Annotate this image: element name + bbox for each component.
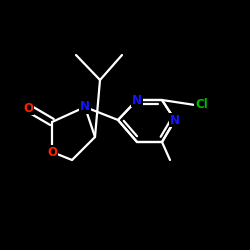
Text: Cl: Cl xyxy=(195,98,208,112)
Text: O: O xyxy=(23,102,33,114)
Text: N: N xyxy=(170,114,180,126)
Text: N: N xyxy=(80,100,90,114)
Text: O: O xyxy=(47,146,57,158)
Text: N: N xyxy=(132,94,142,106)
